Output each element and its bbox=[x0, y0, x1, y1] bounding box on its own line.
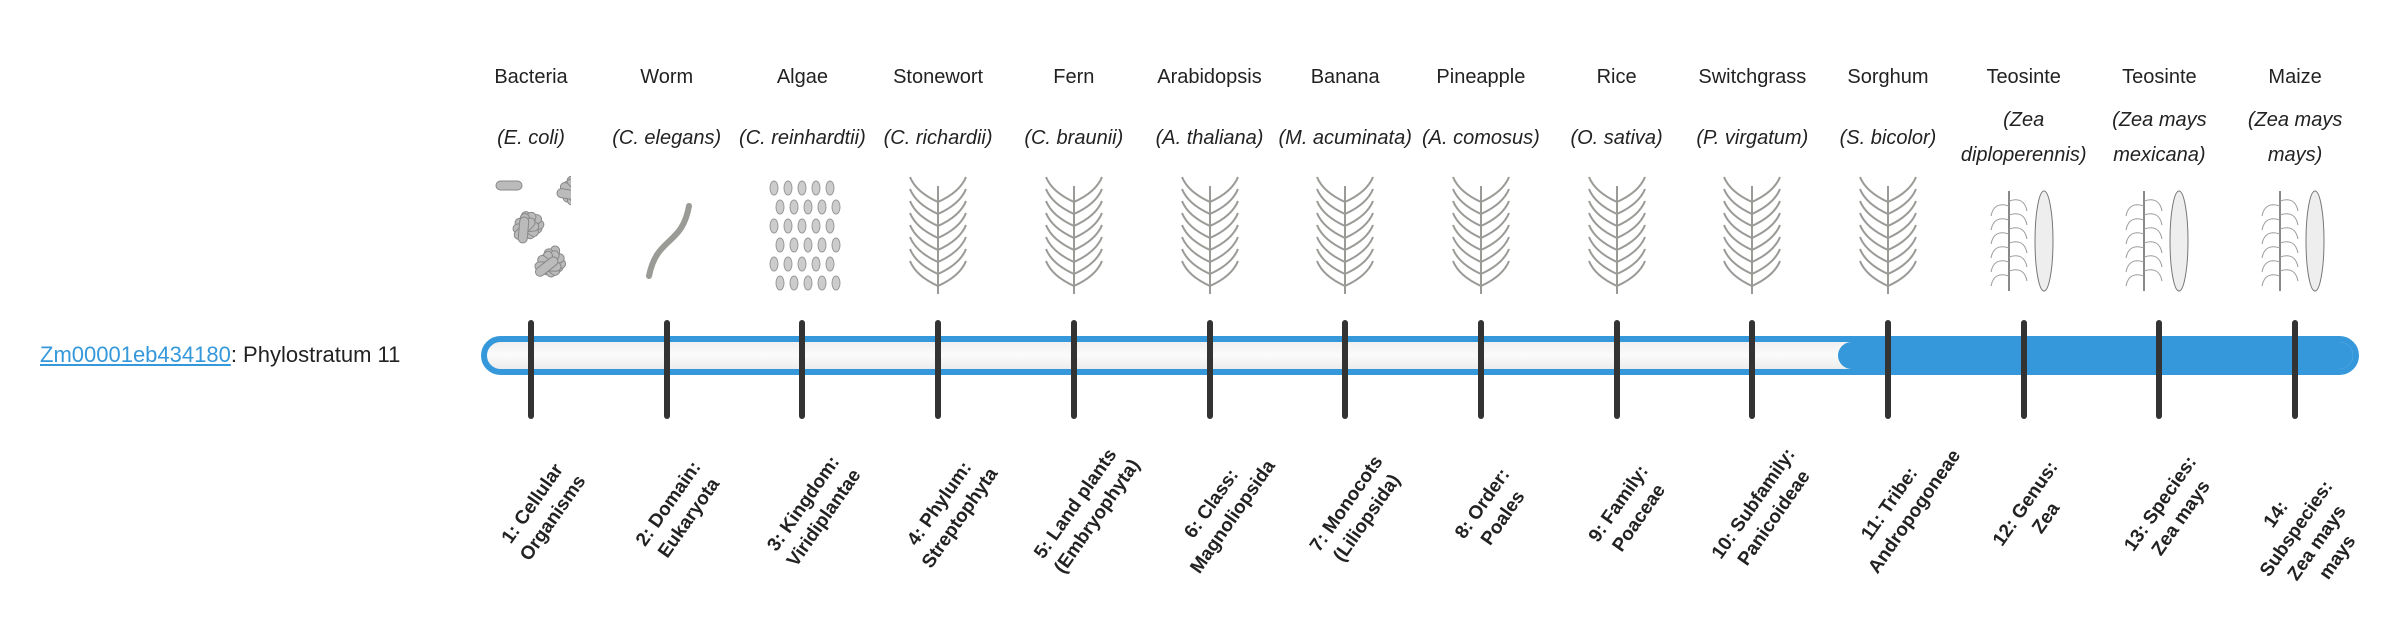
maize-illustration bbox=[2255, 176, 2335, 296]
organism-name: Switchgrass bbox=[1698, 66, 1807, 88]
worm-illustration bbox=[627, 176, 707, 296]
species-text: (C. richardii) bbox=[883, 126, 993, 149]
organism-name: Stonewort bbox=[893, 66, 984, 88]
species-name: (Zea mays mexicana) bbox=[2091, 103, 2227, 173]
stratum-column: Worm (C. elegans) bbox=[599, 0, 735, 580]
organism-name: Bacteria bbox=[494, 66, 568, 88]
arabidopsis-illustration bbox=[1170, 176, 1250, 296]
stratum-column: Bacteria (E. coli) bbox=[463, 0, 599, 580]
species-name: (C. richardii) bbox=[870, 103, 1006, 173]
bacteria-illustration bbox=[491, 173, 590, 296]
organism-name: Worm bbox=[640, 66, 694, 88]
phylostratum-progress-bar bbox=[481, 336, 2359, 375]
species-name: (C. reinhardtii) bbox=[734, 103, 870, 173]
organism-name: Teosinte bbox=[2122, 66, 2197, 88]
organism-name: Teosinte bbox=[1986, 66, 2061, 88]
stratum-column: Fern (C. braunii) bbox=[1006, 0, 1142, 580]
organism-name: Fern bbox=[1053, 66, 1095, 88]
organism-name: Rice bbox=[1596, 66, 1637, 88]
stratum-tick bbox=[2292, 320, 2299, 419]
stratum-column: Maize (Zea mays mays) bbox=[2227, 0, 2363, 580]
switchgrass-illustration bbox=[1712, 176, 1792, 296]
stratum-column: Teosinte (Zea diploperennis) bbox=[1956, 0, 2092, 580]
species-text: (Zea mays mays) bbox=[2247, 109, 2343, 166]
teosinte-illustration bbox=[2119, 176, 2199, 296]
species-text: (C. elegans) bbox=[612, 126, 722, 149]
species-name: (Zea diploperennis) bbox=[1956, 103, 2092, 173]
species-name: (C. elegans) bbox=[599, 103, 735, 173]
stratum-tick bbox=[1206, 320, 1213, 419]
species-name: (Zea mays mays) bbox=[2227, 103, 2363, 173]
gene-label: Zm00001eb434180: Phylostratum 11 bbox=[40, 340, 400, 370]
species-name: (O. sativa) bbox=[1549, 103, 1685, 173]
stratum-column: Teosinte (Zea mays mexicana) bbox=[2091, 0, 2227, 580]
species-text: (C. reinhardtii) bbox=[739, 126, 866, 149]
species-name: (A. thaliana) bbox=[1142, 103, 1278, 173]
species-name: (A. comosus) bbox=[1413, 103, 1549, 173]
stratum-column: Switchgrass (P. virgatum) bbox=[1684, 0, 1820, 580]
species-text: (E. coli) bbox=[497, 126, 565, 149]
stratum-column: Stonewort (C. richardii) bbox=[870, 0, 1006, 580]
stonewort-illustration bbox=[898, 176, 978, 296]
species-text: (Zea diploperennis) bbox=[1960, 109, 2087, 166]
species-text: (A. comosus) bbox=[1421, 126, 1540, 149]
phylostratum-text: : Phylostratum 11 bbox=[230, 342, 401, 367]
stratum-tick bbox=[2156, 320, 2163, 419]
stratum-tick bbox=[799, 320, 806, 419]
stratum-column: Rice (O. sativa) bbox=[1549, 0, 1685, 580]
stratum-column: Algae (C. reinhardtii) bbox=[734, 0, 870, 580]
stratum-tick bbox=[528, 320, 534, 419]
species-name: (E. coli) bbox=[463, 103, 599, 173]
species-text: (S. bicolor) bbox=[1839, 126, 1937, 149]
sorghum-illustration bbox=[1848, 176, 1928, 296]
stratum-column: Arabidopsis (A. thaliana) bbox=[1142, 0, 1278, 580]
stratum-tick bbox=[2020, 320, 2027, 419]
species-name: (P. virgatum) bbox=[1684, 103, 1820, 173]
species-text: (A. thaliana) bbox=[1155, 126, 1264, 149]
stratum-tick bbox=[1342, 320, 1349, 419]
organism-name: Arabidopsis bbox=[1157, 66, 1262, 88]
organism-name: Sorghum bbox=[1847, 66, 1929, 88]
species-name: (C. braunii) bbox=[1006, 103, 1142, 173]
pineapple-illustration bbox=[1441, 176, 1521, 296]
progress-fill bbox=[1837, 342, 2353, 369]
species-text: (O. sativa) bbox=[1570, 126, 1663, 149]
fern-illustration bbox=[1034, 176, 1114, 296]
species-text: (C. braunii) bbox=[1024, 126, 1124, 149]
organism-name: Pineapple bbox=[1436, 66, 1526, 88]
stratum-column: Sorghum (S. bicolor) bbox=[1820, 0, 1956, 580]
stratum-tick bbox=[1885, 320, 1891, 419]
gene-id-link[interactable]: Zm00001eb434180 bbox=[40, 342, 231, 367]
stratum-tick bbox=[935, 320, 942, 419]
organism-name: Maize bbox=[2268, 66, 2322, 88]
rice-illustration bbox=[1577, 176, 1657, 296]
organism-name: Banana bbox=[1310, 66, 1380, 88]
stratum-column: Pineapple (A. comosus) bbox=[1413, 0, 1549, 580]
species-name: (S. bicolor) bbox=[1820, 103, 1956, 173]
teosinte-illustration bbox=[1984, 176, 2064, 296]
species-text: (Zea mays mexicana) bbox=[2112, 109, 2207, 166]
species-text: (M. acuminata) bbox=[1278, 126, 1412, 149]
species-name: (M. acuminata) bbox=[1277, 103, 1413, 173]
stratum-tick bbox=[1613, 320, 1620, 419]
algae-illustration bbox=[762, 176, 842, 296]
banana-illustration bbox=[1305, 176, 1385, 296]
stratum-tick bbox=[1749, 320, 1756, 419]
stratum-column: Banana (M. acuminata) bbox=[1277, 0, 1413, 580]
stratum-tick bbox=[1477, 320, 1484, 419]
species-text: (P. virgatum) bbox=[1696, 126, 1809, 149]
stratum-tick bbox=[663, 320, 670, 419]
stratum-tick bbox=[1070, 320, 1077, 419]
organism-name: Algae bbox=[776, 66, 828, 88]
